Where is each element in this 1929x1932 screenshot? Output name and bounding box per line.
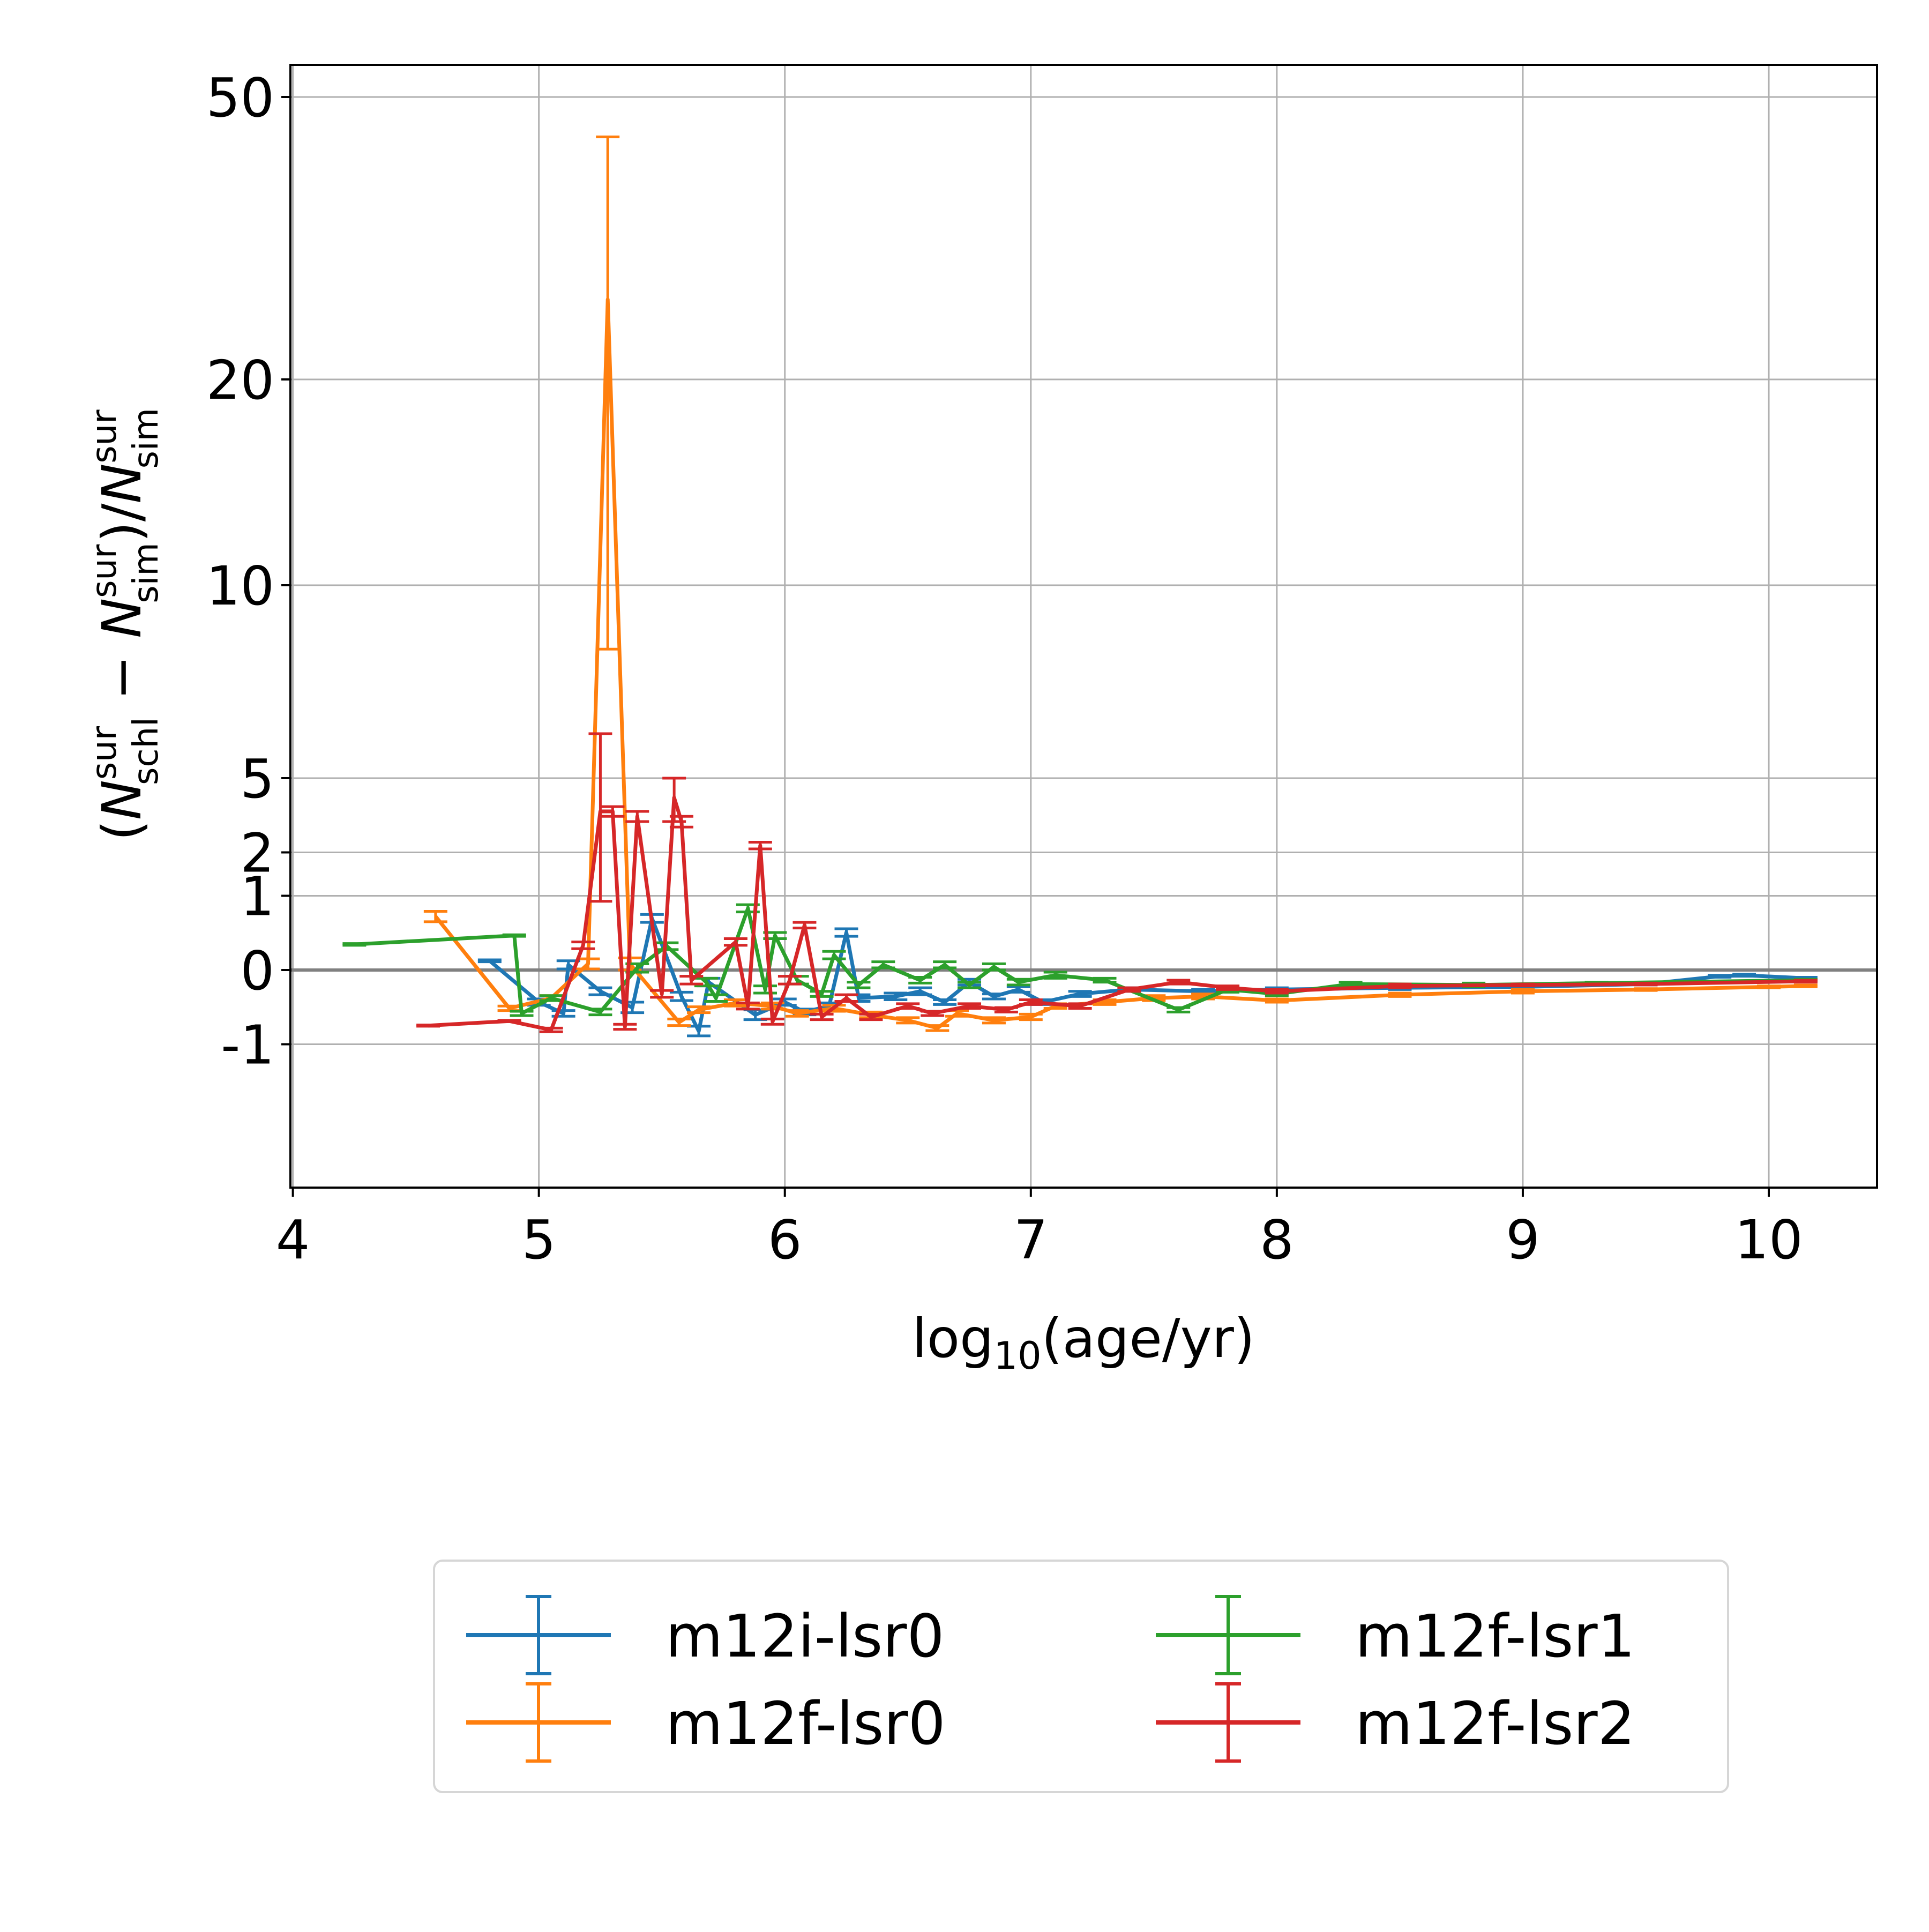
legend-item-m12f-lsr2: m12f-lsr2	[1156, 1682, 1635, 1763]
legend-item-m12f-lsr1: m12f-lsr1	[1156, 1595, 1635, 1675]
y-tick-label: 1	[240, 866, 274, 928]
x-tick-label: 9	[1506, 1209, 1540, 1271]
plot-frame	[289, 64, 1878, 1189]
legend-item-m12f-lsr0: m12f-lsr0	[466, 1682, 946, 1763]
y-tick-label: 50	[206, 66, 274, 129]
y-tick-label: 5	[240, 748, 274, 810]
x-tick-label: 10	[1734, 1209, 1803, 1271]
series-line	[434, 297, 1806, 1030]
y-tick-label: 10	[206, 555, 274, 617]
legend-label: m12f-lsr0	[666, 1689, 946, 1758]
legend-item-m12i-lsr0: m12i-lsr0	[466, 1595, 944, 1675]
y-tick-label: 0	[240, 939, 274, 1002]
x-tick-label: 8	[1260, 1209, 1294, 1271]
legend-label: m12f-lsr1	[1355, 1602, 1635, 1670]
x-tick-label: 4	[276, 1209, 310, 1271]
data-series	[342, 135, 1818, 1038]
y-axis-title: (Nsurschl − Nsursim)/Nsursim	[85, 408, 166, 841]
x-tick-label: 5	[522, 1209, 556, 1271]
x-tick-label: 7	[1014, 1209, 1048, 1271]
legend-label: m12f-lsr2	[1355, 1689, 1635, 1758]
svg-text:(Nsurschl − Nsursim)/Nsursim: (Nsurschl − Nsursim)/Nsursim	[85, 408, 166, 841]
legend: m12i-lsr0 m12f-lsr1 m12f-lsr0 m12f-lsr2	[433, 1560, 1729, 1793]
y-tick-label: -1	[221, 1013, 274, 1076]
x-tick-label: 6	[768, 1209, 802, 1271]
series-m12f-lsr2	[416, 732, 1818, 1033]
grid	[290, 65, 1877, 1188]
legend-frame	[433, 1560, 1729, 1793]
legend-label: m12i-lsr0	[666, 1602, 944, 1670]
y-tick-label: 20	[206, 349, 274, 412]
x-axis-title: log10(age/yr)	[912, 1307, 1255, 1378]
y-tick-label: 2	[240, 822, 274, 884]
